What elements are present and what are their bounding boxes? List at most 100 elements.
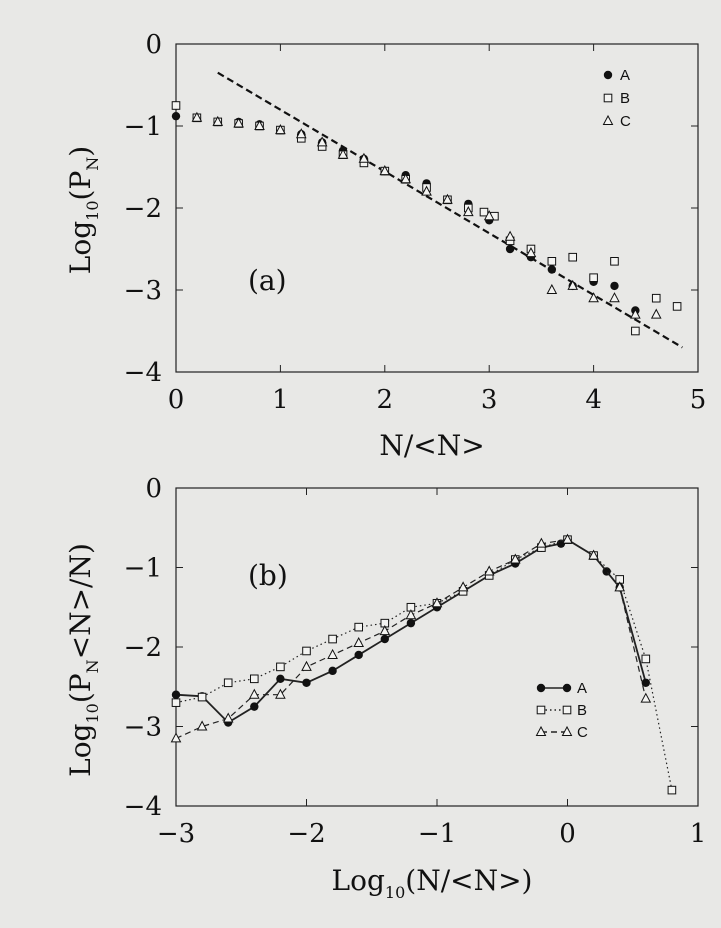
panel-b-y-axis-label: Log10(PN<N>/N) [64,543,102,777]
pb-series-c-point [222,712,234,723]
pa-series-c-point [254,119,265,130]
pb-series-c-point [327,648,338,659]
pb-y-tick-label: 0 [145,474,162,504]
pa-series-a-legend-marker [603,70,613,80]
panel-a-y-axis-label: Log10(PN) [64,146,102,274]
pb-series-c-point [562,533,573,544]
pb-series-b-point [197,692,207,702]
panel-a-legend: ABC [602,67,631,130]
pa-series-c-point [567,279,579,290]
pa-y-tick-label: −4 [124,358,162,388]
pb-series-b-legend-marker [536,705,546,715]
panel-a-label: (a) [248,264,287,297]
pb-series-a-point [380,634,389,644]
pa-series-c-point [295,128,307,139]
pa-x-tick-label: 2 [377,385,394,415]
pa-series-c-legend-label: C [620,113,631,130]
panel-b-x-axis-label: Log10(N/<N>) [332,864,533,902]
pb-y-tick-label: −2 [124,633,162,663]
panel-a-ticks: 0 1 2 3 4 5 0 −1 −2 −3 −4 [124,30,707,415]
pa-series-c-point [442,193,453,204]
pa-series-b-point [631,326,640,336]
panel-b-xlabel-post: (N/<N>) [405,864,532,897]
pb-series-c-point [196,720,208,731]
pa-series-b-point [568,252,578,262]
pb-series-c-legend-marker [561,725,573,736]
panel-a-ylabel-sub1: 10 [83,200,102,220]
pa-series-a-point [610,281,619,291]
panel-b-ylabel-pre: Log [64,723,97,776]
pb-series-a-point [641,678,650,687]
panel-a-x-axis-label: N/<N> [379,429,484,462]
pb-series-c-point [509,553,521,564]
panel-a: 0 1 2 3 4 5 0 −1 −2 −3 −4 ABC (a) N/<N> Log10(PN) [64,30,706,462]
panel-b-xlabel-pre: Log [332,864,385,897]
pb-series-b-point [328,634,337,644]
pb-series-c-point [588,549,599,560]
pb-series-c-point [353,636,365,648]
pb-series-b-legend-label: B [577,702,587,719]
pb-series-a-point [276,674,285,683]
pb-series-a-point [406,618,416,628]
pb-series-c-point [405,609,417,620]
pa-series-c-point [525,247,537,258]
pb-series-a-point [302,678,311,687]
pb-series-a-point [171,690,181,699]
pa-series-b-legend-marker [603,93,613,103]
pa-series-b-legend-label: B [620,90,630,107]
pa-series-a-legend-label: A [620,67,630,84]
pb-series-b-point [223,678,233,688]
pb-series-a-legend-marker [562,683,572,693]
pa-series-b-point [589,273,598,282]
panel-b-legend: ABC [535,680,588,741]
pa-series-c-point [483,210,495,221]
pa-x-tick-label: 5 [690,385,707,415]
panel-b-frame [175,487,699,807]
pa-x-tick-label: 0 [168,385,185,415]
pb-y-tick-label: −1 [124,554,162,584]
pb-series-c-point [170,732,182,743]
panel-b-ylabel-post: <N>/N) [64,543,97,659]
pa-x-tick-label: 4 [585,385,602,415]
pa-series-b-point [547,257,557,266]
pa-series-c-point [379,165,391,176]
pb-x-tick-label: 0 [559,819,576,849]
pb-series-b-point [276,662,285,672]
pa-series-b-point [610,257,619,266]
pa-x-tick-label: 1 [272,385,289,415]
pb-series-c-legend-marker [535,725,547,736]
panel-b: −3 −2 −1 0 10−1−2−3−4 ABC (b) Log10(N/<N>) L… [64,474,706,902]
panel-b-xlabel-sub1: 10 [385,883,405,902]
pb-series-c-point [248,688,260,699]
pa-x-tick-label: 3 [481,385,498,415]
pa-y-tick-label: −3 [124,276,162,306]
pa-series-c-point [358,152,370,163]
pb-series-b-point [171,698,181,707]
pb-series-c-point [640,692,652,703]
pb-series-c-point [379,625,391,636]
pb-x-tick-label: −1 [418,819,456,849]
pa-y-tick-label: −1 [124,112,162,142]
pa-series-c-point [609,292,620,303]
pa-y-tick-label: 0 [145,30,162,60]
pb-series-c-legend-label: C [577,724,588,741]
pb-series-c-point [614,581,626,592]
pa-series-c-point [191,111,203,122]
pb-x-tick-label: −3 [157,819,195,849]
pa-series-c-point [212,115,224,126]
pb-series-c-point [301,660,312,671]
pb-series-a-line [175,538,647,724]
pa-series-c-point [462,206,474,217]
pa-series-b-point [672,302,682,311]
pa-series-c-legend-marker [602,114,614,125]
pa-series-c-point [630,308,641,319]
pa-series-c-point [421,185,432,196]
panel-b-ticks: −3 −2 −1 0 10−1−2−3−4 [124,474,707,849]
pb-series-b-legend-marker [562,705,572,715]
pb-series-b-point [302,646,311,656]
panel-b-label: (b) [248,559,288,592]
pa-series-c-point [337,148,349,159]
panel-a-ylabel-sub2: N [83,157,102,171]
panel-b-marks [170,533,677,795]
